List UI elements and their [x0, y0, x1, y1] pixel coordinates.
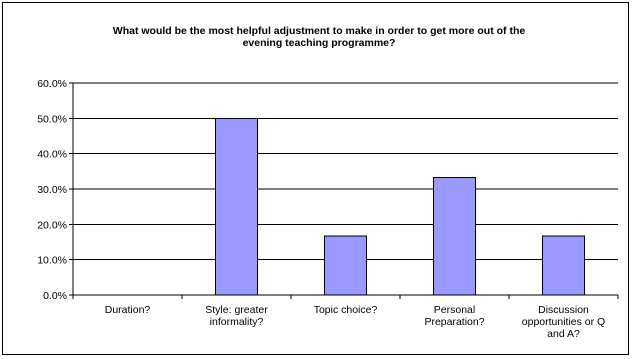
- bar: [215, 117, 258, 296]
- y-tick-label: 0.0%: [43, 290, 67, 302]
- chart-frame: What would be the most helpful adjustmen…: [2, 2, 629, 355]
- x-category-label: and A?: [547, 328, 580, 340]
- bar: [542, 235, 585, 296]
- bars: [215, 117, 585, 296]
- x-category-label: Topic choice?: [314, 304, 378, 316]
- y-tick-label: 50.0%: [37, 113, 67, 125]
- bar-chart: What would be the most helpful adjustmen…: [37, 25, 619, 340]
- x-category-label: Discussion: [538, 304, 589, 316]
- x-category-label: Style: greater: [205, 304, 268, 316]
- x-category-label: Preparation?: [424, 316, 484, 328]
- x-category-label: Duration?: [105, 304, 151, 316]
- chart-title-line: What would be the most helpful adjustmen…: [113, 25, 526, 37]
- chart-title: What would be the most helpful adjustmen…: [113, 25, 526, 49]
- y-tick-label: 30.0%: [37, 184, 67, 196]
- gridlines: [73, 82, 618, 261]
- y-tick-label: 10.0%: [37, 255, 67, 267]
- x-category-label: informality?: [210, 316, 264, 328]
- bar: [324, 235, 367, 296]
- x-category-label: Personal: [434, 304, 475, 316]
- bar: [433, 176, 476, 296]
- y-tick-labels: 0.0% 10.0% 20.0% 30.0% 40.0% 50.0% 60.0%: [37, 78, 67, 302]
- y-tick-label: 60.0%: [37, 78, 67, 90]
- axes: [69, 82, 619, 299]
- y-tick-label: 20.0%: [37, 219, 67, 231]
- chart-title-line: evening teaching programme?: [243, 37, 396, 49]
- y-tick-label: 40.0%: [37, 149, 67, 161]
- x-category-label: opportunities or Q: [522, 316, 605, 328]
